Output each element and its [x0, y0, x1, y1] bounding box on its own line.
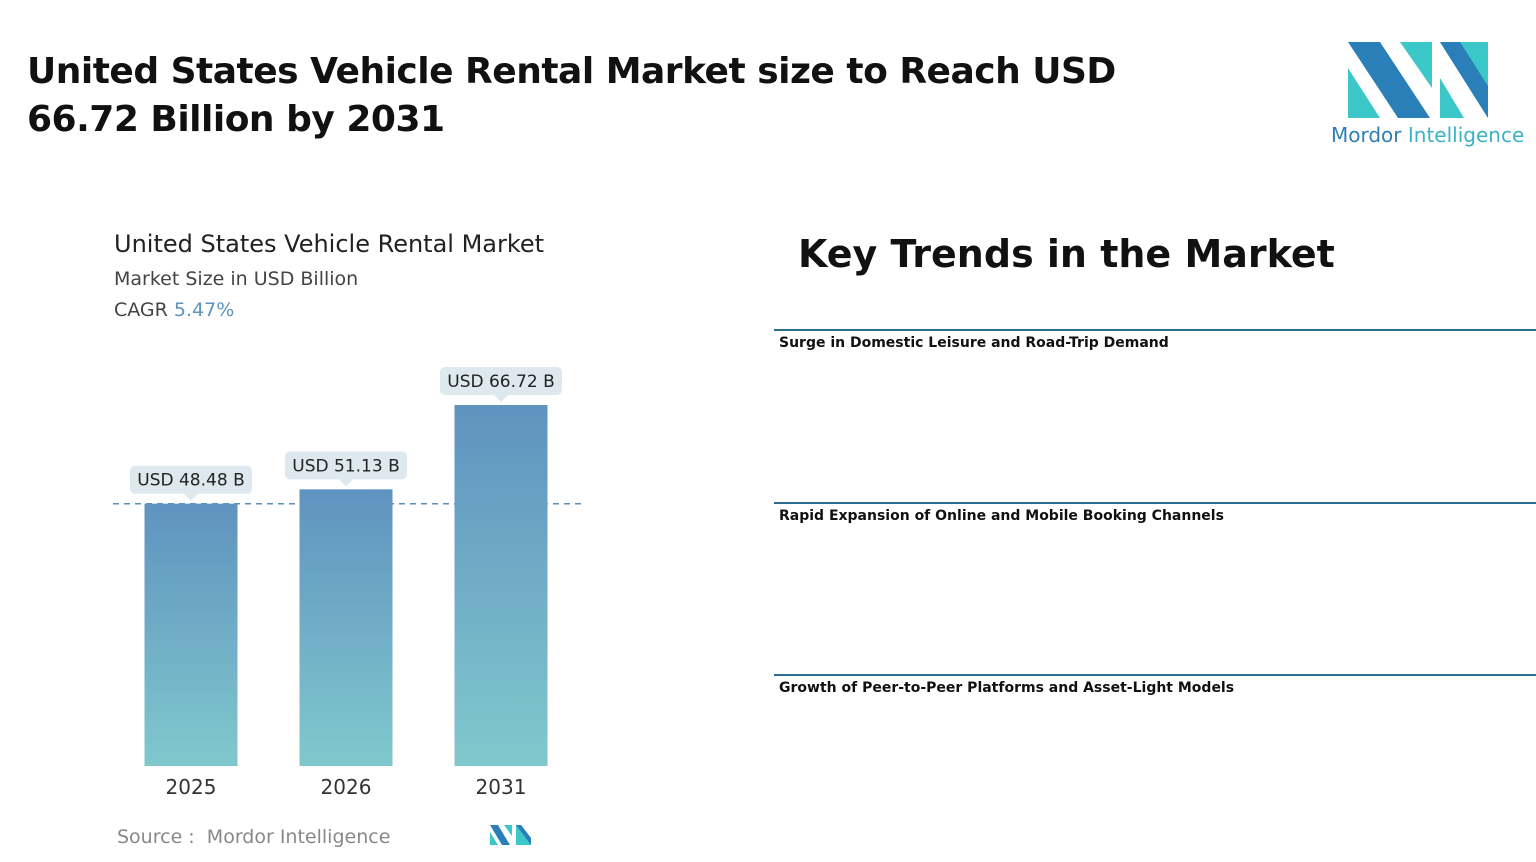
logo-word: Mordor [1331, 123, 1402, 147]
chart-subtitle: Market Size in USD Billion [114, 268, 359, 290]
small-logo [490, 825, 531, 845]
source: Source : Mordor Intelligence [117, 826, 390, 848]
x-tick-label: 2026 [321, 775, 372, 799]
bar [454, 405, 548, 766]
bar [144, 503, 238, 766]
x-tick-label: 2025 [166, 775, 217, 799]
trend-divider [774, 329, 1536, 331]
value-label: USD 48.48 B [137, 471, 244, 491]
logo-word: Intelligence [1407, 123, 1525, 147]
value-label-pointer [339, 479, 353, 487]
cagr: CAGR 5.47% [114, 299, 234, 321]
trend-divider [774, 501, 1536, 504]
bar [299, 489, 393, 766]
value-label: USD 66.72 B [447, 372, 554, 392]
cagr-value: 5.47% [173, 299, 235, 321]
value-label-pointer [184, 493, 198, 501]
headline: United States Vehicle Rental Market size… [27, 51, 1116, 140]
trend-divider [774, 674, 1536, 676]
chart: USD 48.48 B 2025 USD 51.13 B 2026 USD 66.72 … [113, 367, 583, 799]
source-name: Mordor Intelligence [206, 826, 391, 848]
logo-text: Mordor Intelligence [1331, 123, 1524, 147]
trend-item: Growth of Peer-to-Peer Platforms and Ass… [779, 680, 1235, 696]
logo-mark [1348, 42, 1488, 118]
value-label: USD 51.13 B [292, 456, 399, 476]
cagr-label: CAGR [114, 299, 168, 321]
value-label-pointer [494, 395, 508, 402]
value-label-box [285, 451, 407, 480]
trend-item: Surge in Domestic Leisure and Road-Trip … [779, 335, 1169, 351]
chart-title: United States Vehicle Rental Market [114, 230, 545, 258]
x-tick-label: 2031 [476, 775, 527, 799]
value-label-box [440, 367, 562, 395]
trend-item: Rapid Expansion of Online and Mobile Boo… [779, 507, 1224, 524]
source-label: Source : [117, 826, 195, 848]
value-label-box [130, 465, 252, 494]
trends-title: Key Trends in the Market [798, 232, 1335, 276]
